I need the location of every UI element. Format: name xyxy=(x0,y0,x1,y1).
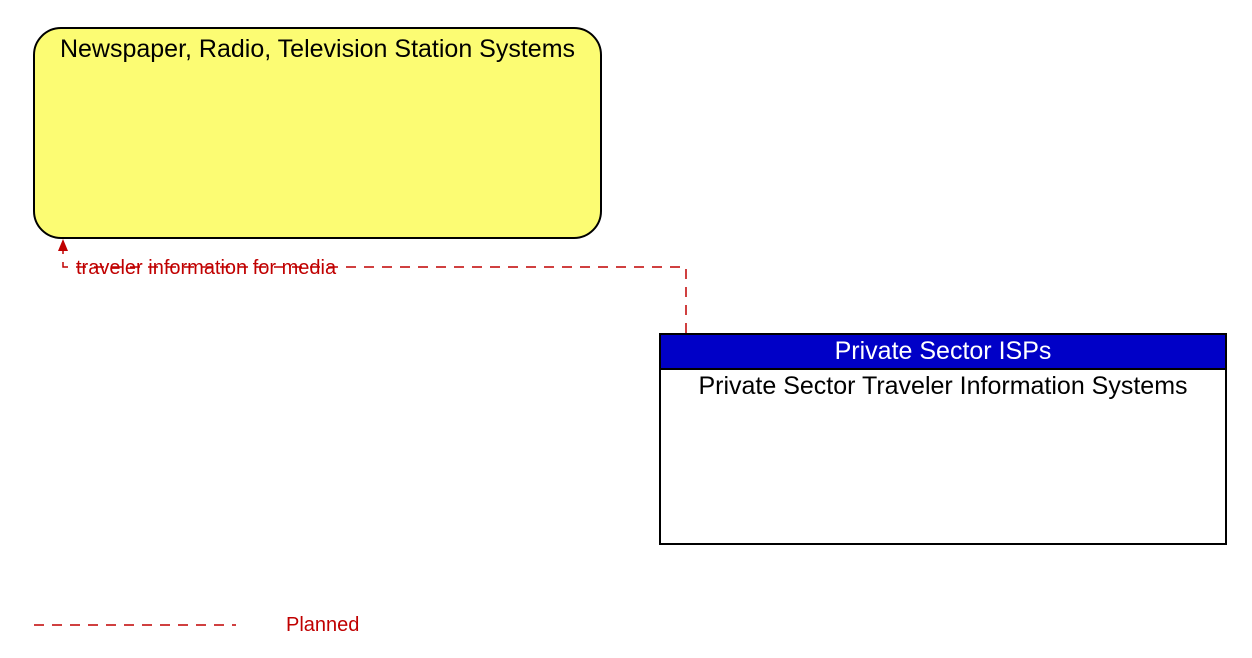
node-private-isp: Private Sector ISPs Private Sector Trave… xyxy=(659,333,1227,545)
node-media-title: Newspaper, Radio, Television Station Sys… xyxy=(35,35,600,64)
flow-traveler-info-arrow xyxy=(58,239,68,251)
node-private-isp-body: Private Sector Traveler Information Syst… xyxy=(661,370,1225,401)
node-private-isp-header: Private Sector ISPs xyxy=(661,335,1225,370)
legend-planned-label: Planned xyxy=(286,614,359,637)
flow-traveler-info-label: traveler information for media xyxy=(76,257,336,280)
node-media-systems: Newspaper, Radio, Television Station Sys… xyxy=(33,27,602,239)
